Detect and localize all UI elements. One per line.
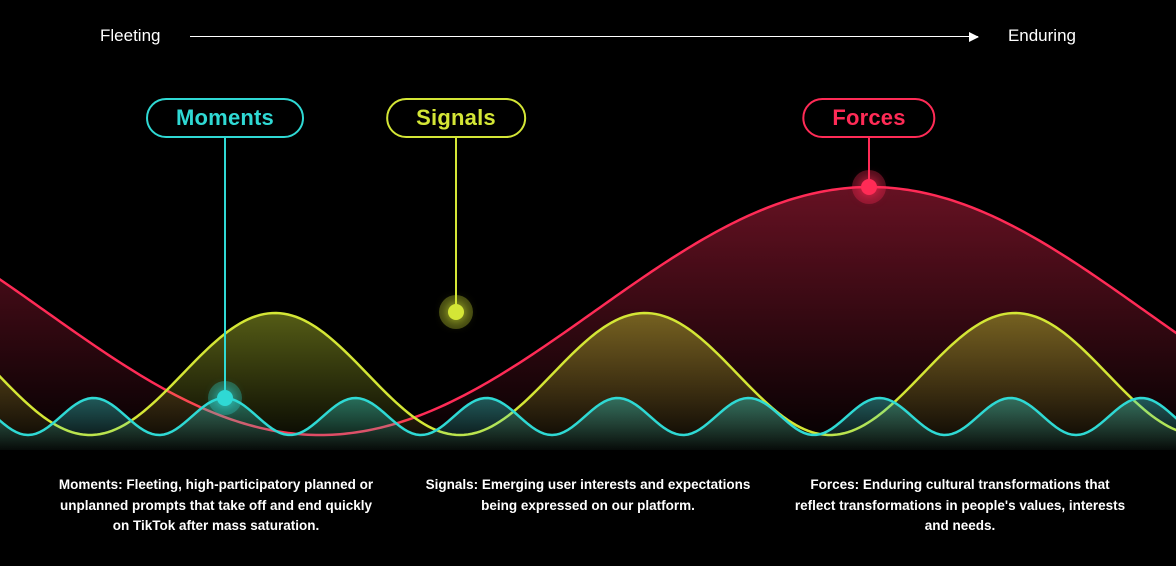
- forces-pill: Forces: [802, 98, 935, 138]
- time-axis: Fleeting Enduring: [100, 26, 1076, 46]
- waves-chart: [0, 150, 1176, 450]
- signals-connector: [455, 138, 457, 312]
- moments-marker-dot: [217, 390, 233, 406]
- forces-pill-label: Forces: [832, 105, 905, 130]
- descriptions-row: Moments: Fleeting, high-participatory pl…: [50, 475, 1126, 536]
- forces-marker-dot: [861, 179, 877, 195]
- axis-label-left: Fleeting: [100, 26, 160, 46]
- moments-description: Moments: Fleeting, high-participatory pl…: [50, 475, 382, 536]
- forces-description: Forces: Enduring cultural transformation…: [794, 475, 1126, 536]
- signals-pill-label: Signals: [416, 105, 496, 130]
- signals-pill: Signals: [386, 98, 526, 138]
- signals-marker-dot: [448, 304, 464, 320]
- axis-arrow-icon: [190, 36, 977, 37]
- signals-description: Signals: Emerging user interests and exp…: [422, 475, 754, 536]
- axis-label-right: Enduring: [1008, 26, 1076, 46]
- moments-connector: [224, 138, 226, 398]
- moments-pill-label: Moments: [176, 105, 274, 130]
- moments-pill: Moments: [146, 98, 304, 138]
